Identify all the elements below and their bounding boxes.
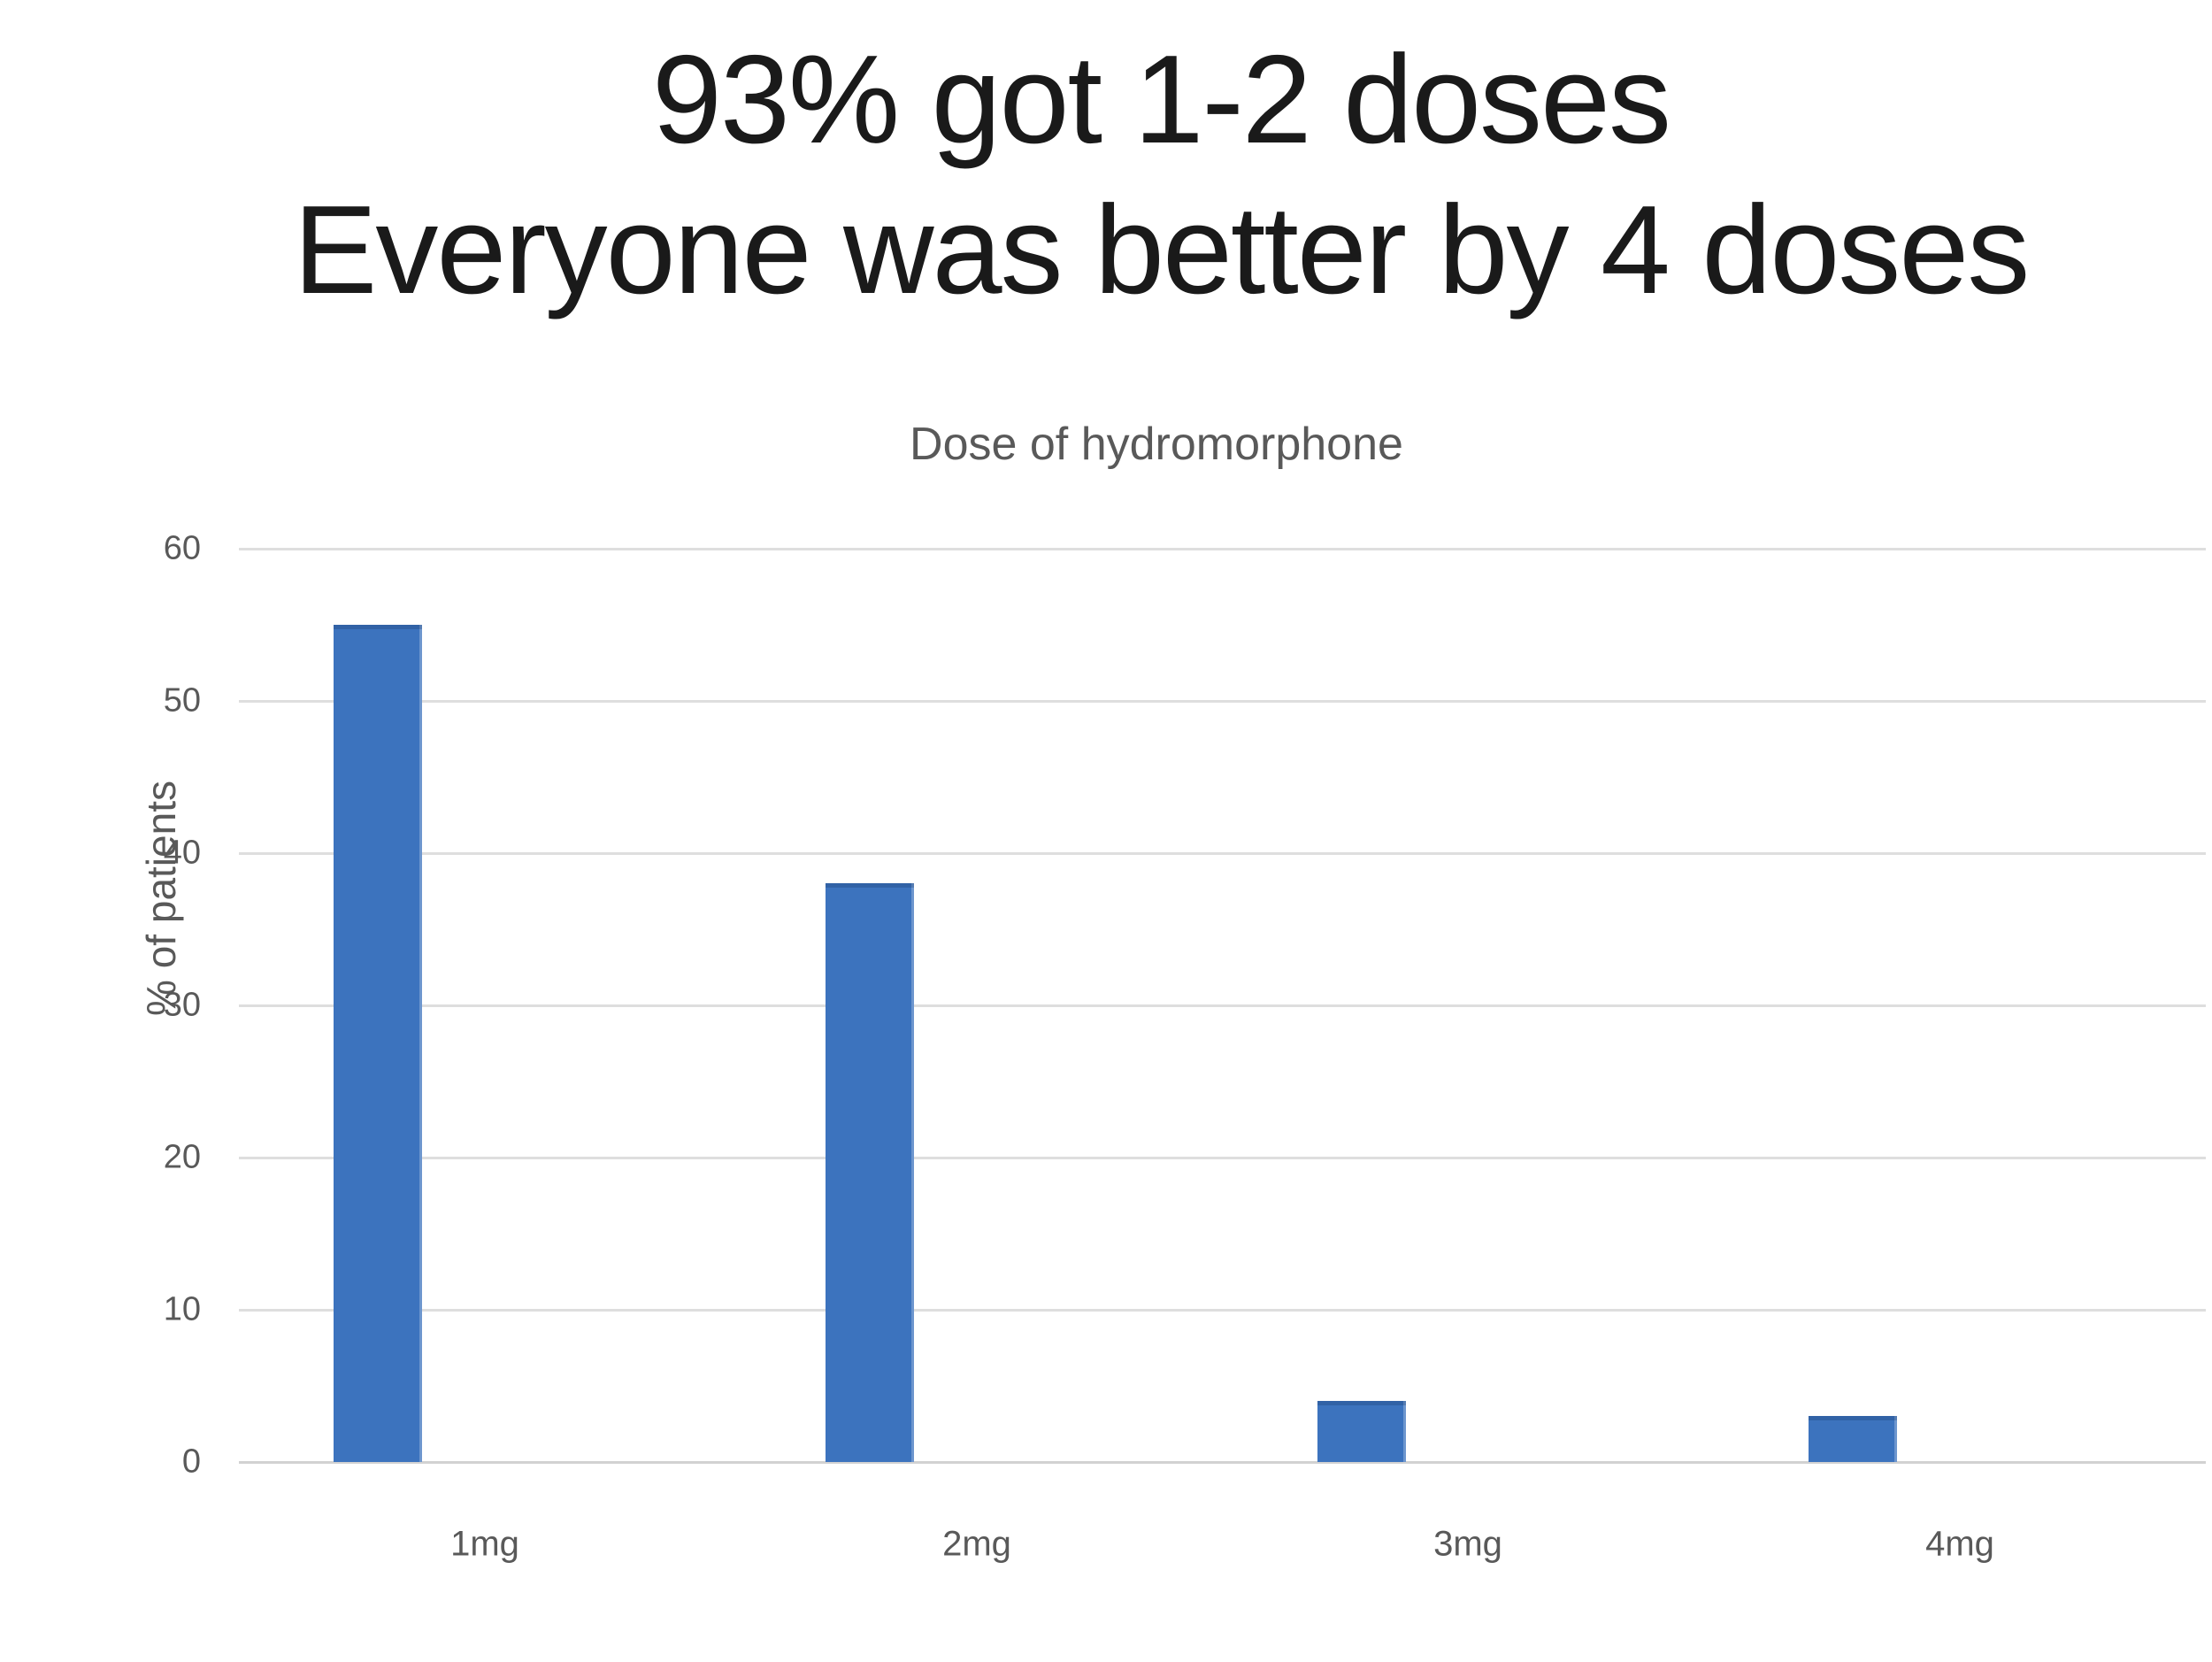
page-title-line2: Everyone was better by 4 doses bbox=[293, 180, 2031, 321]
gridline bbox=[239, 700, 2206, 703]
gridline bbox=[239, 1157, 2206, 1159]
x-axis-baseline bbox=[239, 1461, 2206, 1464]
y-tick-label: 40 bbox=[163, 834, 201, 872]
gridline bbox=[239, 852, 2206, 855]
page-title: 93% got 1-2 doses Everyone was better by… bbox=[110, 25, 2212, 327]
chart-title: Dose of hydromorphone bbox=[910, 419, 1403, 470]
y-tick-label: 60 bbox=[163, 529, 201, 567]
y-tick-label: 20 bbox=[163, 1138, 201, 1176]
bar bbox=[826, 883, 914, 1462]
gridline bbox=[239, 1309, 2206, 1312]
x-tick-label: 2mg bbox=[942, 1524, 1011, 1564]
y-tick-label: 30 bbox=[163, 986, 201, 1024]
gridline bbox=[239, 548, 2206, 550]
y-tick-label: 50 bbox=[163, 681, 201, 719]
bar bbox=[334, 625, 422, 1462]
x-tick-label: 1mg bbox=[450, 1524, 519, 1564]
page-title-line1: 93% got 1-2 doses bbox=[651, 29, 1671, 170]
x-tick-label: 3mg bbox=[1433, 1524, 1502, 1564]
x-tick-label: 4mg bbox=[1925, 1524, 1994, 1564]
bar bbox=[1317, 1401, 1406, 1462]
y-tick-label: 10 bbox=[163, 1290, 201, 1328]
bar bbox=[1809, 1416, 1897, 1462]
gridline bbox=[239, 1004, 2206, 1007]
y-tick-label: 0 bbox=[181, 1443, 201, 1481]
